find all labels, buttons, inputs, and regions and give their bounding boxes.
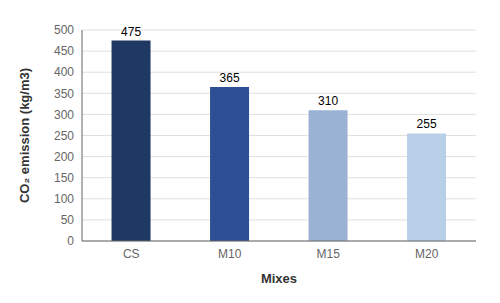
- svg-text:310: 310: [318, 94, 338, 108]
- svg-text:M10: M10: [218, 247, 242, 261]
- svg-text:200: 200: [54, 150, 74, 164]
- svg-text:0: 0: [67, 234, 74, 248]
- svg-text:255: 255: [417, 117, 437, 131]
- svg-text:100: 100: [54, 192, 74, 206]
- svg-text:365: 365: [220, 71, 240, 85]
- svg-text:400: 400: [54, 65, 74, 79]
- svg-text:475: 475: [121, 25, 141, 39]
- svg-text:M15: M15: [317, 247, 341, 261]
- svg-text:300: 300: [54, 108, 74, 122]
- svg-text:50: 50: [61, 213, 75, 227]
- svg-text:150: 150: [54, 171, 74, 185]
- svg-text:450: 450: [54, 44, 74, 58]
- svg-text:M20: M20: [415, 247, 439, 261]
- svg-text:Mixes: Mixes: [261, 271, 297, 286]
- svg-text:500: 500: [54, 23, 74, 37]
- svg-text:250: 250: [54, 129, 74, 143]
- svg-text:CS: CS: [123, 247, 140, 261]
- svg-text:CO₂ emission (kg/m3): CO₂ emission (kg/m3): [17, 68, 32, 203]
- svg-text:350: 350: [54, 87, 74, 101]
